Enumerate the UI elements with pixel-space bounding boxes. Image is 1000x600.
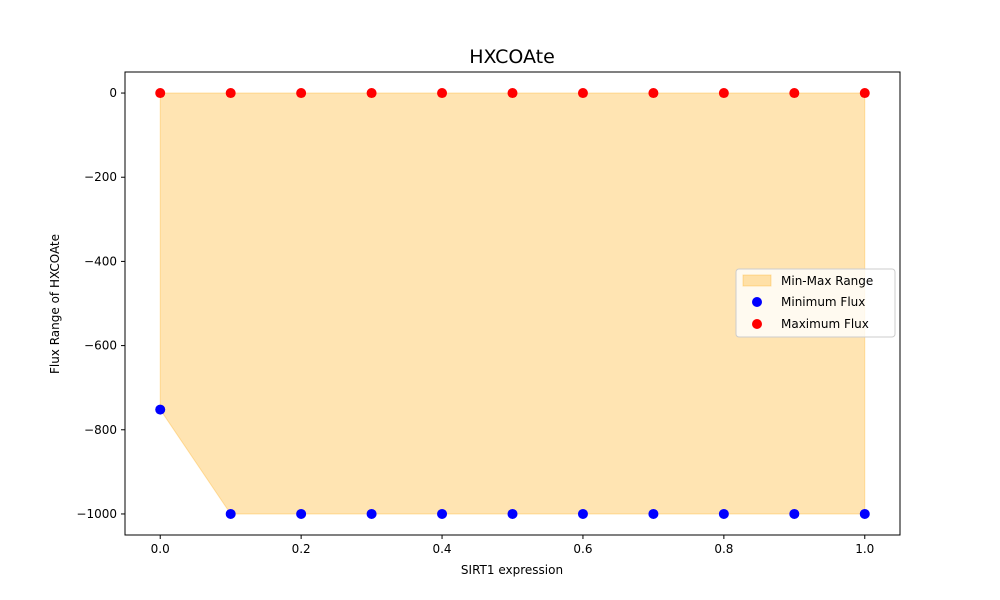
legend-label-min: Minimum Flux [781,295,865,309]
point-max-flux [155,88,166,99]
legend: Min-Max Range Minimum Flux Maximum Flux [735,268,896,338]
point-max-flux [859,88,870,99]
point-max-flux [507,88,518,99]
point-max-flux [718,88,729,99]
legend-swatch-range [742,274,772,287]
legend-label-max: Maximum Flux [781,317,869,331]
x-tick-label: 0.2 [292,542,311,556]
point-min-flux [155,404,166,415]
point-min-flux [296,508,307,519]
x-tick-label: 0.0 [151,542,170,556]
plot-area [155,88,870,519]
chart-title: HXCOAte [469,46,555,68]
legend-label-range: Min-Max Range [781,274,873,288]
point-max-flux [789,88,800,99]
x-axis-label: SIRT1 expression [461,563,563,577]
legend-box [735,268,896,338]
y-tick-label: 0 [109,86,117,100]
y-tick-label: −1000 [76,507,117,521]
point-min-flux [577,508,588,519]
y-tick-label: −200 [84,170,117,184]
point-max-flux [577,88,588,99]
point-max-flux [366,88,377,99]
point-min-flux [859,508,870,519]
x-tick-label: 0.4 [432,542,451,556]
point-min-flux [789,508,800,519]
y-axis: 0 −200 −400 −600 −800 −1000 [76,86,125,521]
legend-marker-min [752,297,762,307]
x-tick-label: 1.0 [855,542,874,556]
y-tick-label: −800 [84,423,117,437]
point-max-flux [296,88,307,99]
plot-frame [124,71,901,536]
point-min-flux [366,508,377,519]
point-min-flux [507,508,518,519]
y-tick-label: −600 [84,339,117,353]
point-max-flux [648,88,659,99]
y-tick-label: −400 [84,254,117,268]
point-max-flux [437,88,448,99]
point-min-flux [437,508,448,519]
point-max-flux [225,88,236,99]
point-min-flux [648,508,659,519]
point-min-flux [225,508,236,519]
legend-marker-max [752,319,762,329]
y-axis-label: Flux Range of HXCOAte [48,234,62,374]
point-min-flux [718,508,729,519]
x-tick-label: 0.6 [573,542,592,556]
x-axis: 0.0 0.2 0.4 0.6 0.8 1.0 [151,535,874,556]
x-tick-label: 0.8 [714,542,733,556]
